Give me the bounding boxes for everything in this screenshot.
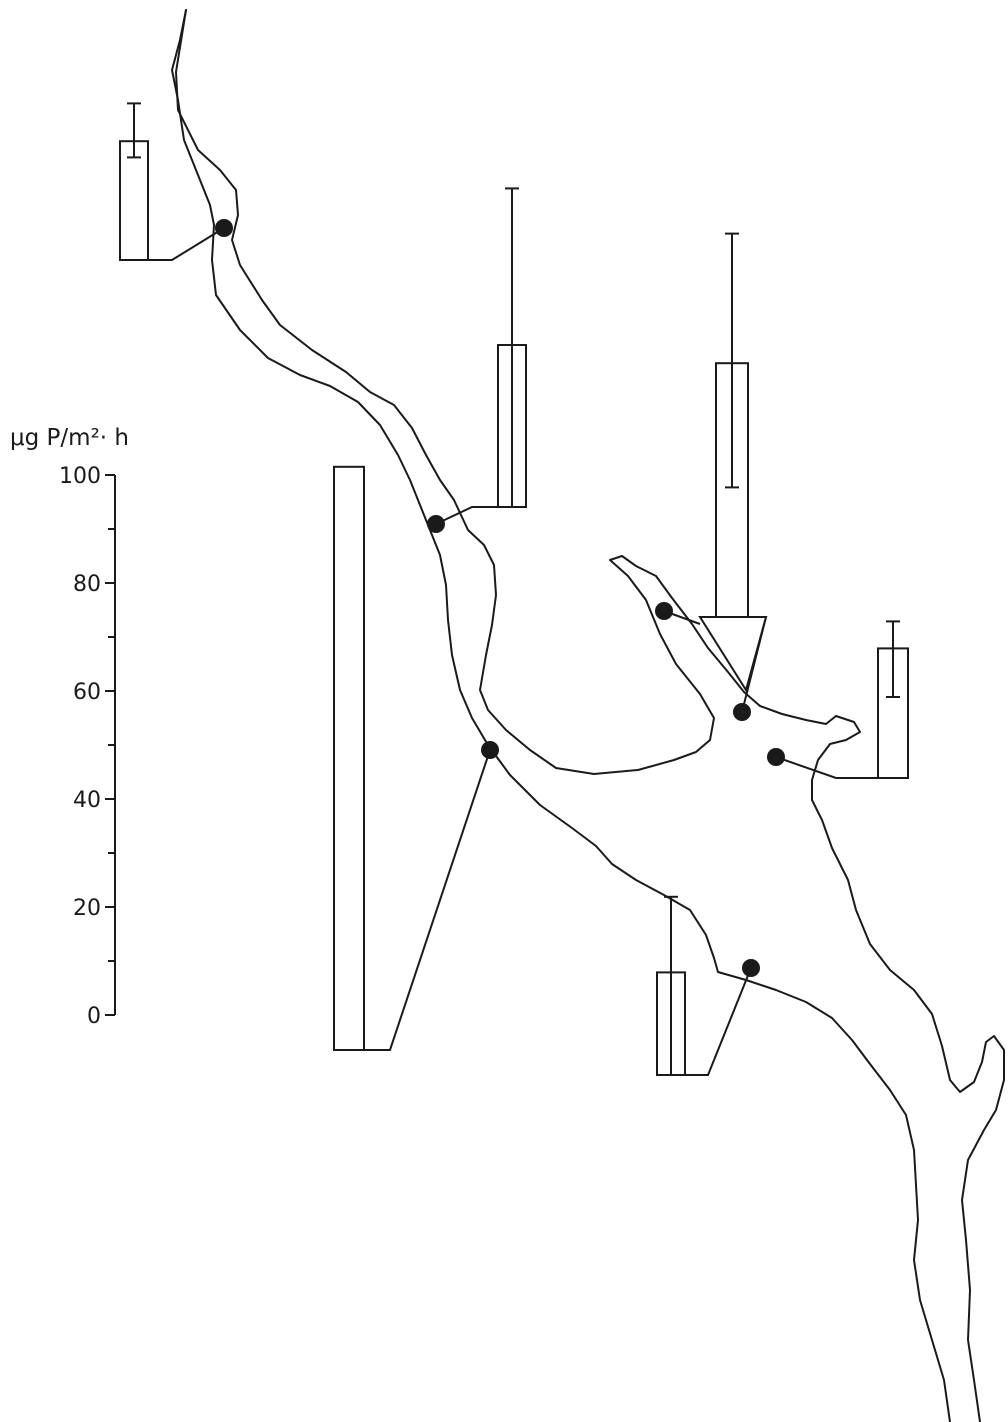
- sampling-station-dot: [427, 515, 445, 533]
- lake-shore-east: [175, 9, 1005, 1422]
- station-3: [333, 465, 499, 1051]
- scale-tick-label: 60: [73, 680, 101, 705]
- lake-outline: [171, 9, 1005, 1422]
- sampling-station-dot: [215, 219, 233, 237]
- unit-label: μg P/m²· h: [10, 425, 129, 451]
- station-6: [656, 895, 760, 1077]
- scale-tick-label: 0: [87, 1004, 101, 1029]
- station-7: [655, 602, 701, 625]
- lake-shore-west: [171, 9, 951, 1422]
- leader-line: [364, 749, 491, 1051]
- sampling-station-dot: [733, 703, 751, 721]
- sampling-station-dot: [742, 959, 760, 977]
- sampling-station-dot: [655, 602, 673, 620]
- station-2: [427, 187, 527, 533]
- station-1: [119, 102, 233, 261]
- leader-line: [435, 506, 498, 525]
- scale-axis: μg P/m²· h 0 20 40 60 80 100: [10, 425, 129, 1029]
- bar-funnel-connector: [698, 616, 768, 693]
- station-bar: [119, 140, 149, 261]
- station-4: [700, 232, 768, 721]
- leader-line: [775, 756, 878, 779]
- sampling-station-dot: [767, 748, 785, 766]
- scale-tick-label: 20: [73, 896, 101, 921]
- station-5: [767, 620, 909, 780]
- leader-line: [148, 227, 225, 261]
- leader-line: [685, 967, 752, 1076]
- scale-tick-label: 40: [73, 788, 101, 813]
- scale-tick-label: 80: [73, 572, 101, 597]
- station-bars: [119, 102, 909, 1077]
- station-bar: [333, 465, 365, 1051]
- scale-tick-label: 100: [59, 464, 101, 489]
- sampling-station-dot: [481, 741, 499, 759]
